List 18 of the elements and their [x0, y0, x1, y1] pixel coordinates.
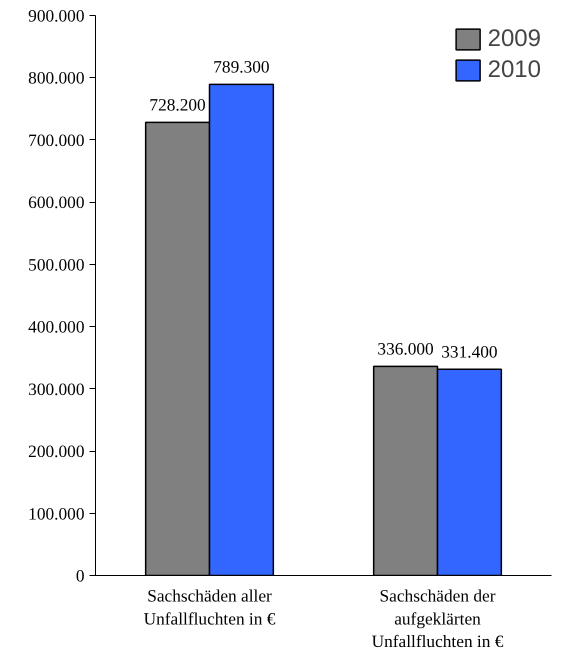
y-tick-label: 100.000 [28, 504, 85, 524]
data-label: 728.200 [149, 95, 206, 114]
y-tick-label: 700.000 [28, 130, 85, 150]
y-tick-label: 500.000 [28, 255, 85, 274]
x-tick-label: Sachschäden der aufgeklärten Unfallfluchten in € [372, 586, 504, 652]
legend-label: 2010 [488, 56, 541, 84]
y-tick-label: 400.000 [28, 318, 85, 337]
x-tick-label: Sachschäden aller Unfallfluchten in € [144, 586, 276, 628]
y-tick-label: 300.000 [28, 380, 85, 399]
data-label: 789.300 [213, 57, 270, 76]
y-tick-label: 900.000 [28, 6, 85, 26]
y-tick-label: 800.000 [28, 68, 85, 88]
legend-label: 2009 [488, 25, 541, 53]
data-label: 331.400 [441, 342, 498, 362]
data-label: 336.000 [377, 339, 434, 358]
y-tick-label: 200.000 [28, 442, 85, 462]
y-tick-label: 0 [76, 566, 85, 586]
y-tick-label: 600.000 [28, 193, 85, 212]
